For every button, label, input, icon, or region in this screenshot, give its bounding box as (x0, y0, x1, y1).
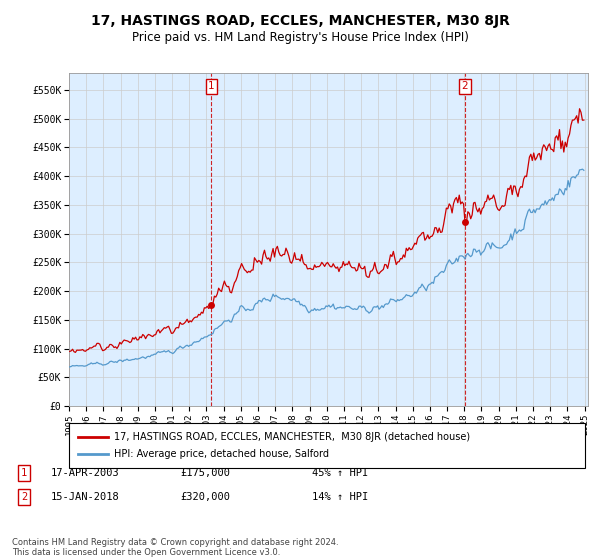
Text: £175,000: £175,000 (180, 468, 230, 478)
Text: 2: 2 (21, 492, 27, 502)
Text: 14% ↑ HPI: 14% ↑ HPI (312, 492, 368, 502)
Text: 1: 1 (21, 468, 27, 478)
Text: 17, HASTINGS ROAD, ECCLES, MANCHESTER, M30 8JR: 17, HASTINGS ROAD, ECCLES, MANCHESTER, M… (91, 14, 509, 28)
Text: Price paid vs. HM Land Registry's House Price Index (HPI): Price paid vs. HM Land Registry's House … (131, 31, 469, 44)
Text: 45% ↑ HPI: 45% ↑ HPI (312, 468, 368, 478)
Text: 17-APR-2003: 17-APR-2003 (51, 468, 120, 478)
Text: 17, HASTINGS ROAD, ECCLES, MANCHESTER,  M30 8JR (detached house): 17, HASTINGS ROAD, ECCLES, MANCHESTER, M… (114, 432, 470, 442)
Text: 1: 1 (208, 81, 215, 91)
Text: £320,000: £320,000 (180, 492, 230, 502)
Text: HPI: Average price, detached house, Salford: HPI: Average price, detached house, Salf… (114, 449, 329, 459)
Text: Contains HM Land Registry data © Crown copyright and database right 2024.
This d: Contains HM Land Registry data © Crown c… (12, 538, 338, 557)
Text: 15-JAN-2018: 15-JAN-2018 (51, 492, 120, 502)
Text: 2: 2 (461, 81, 468, 91)
